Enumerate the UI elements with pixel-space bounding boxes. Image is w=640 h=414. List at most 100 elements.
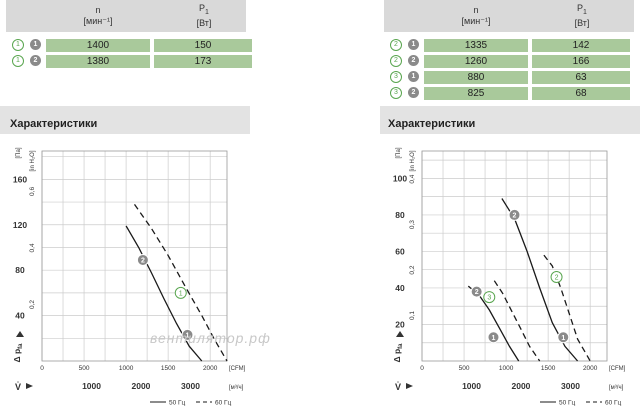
y-tick-inh2o: 0,2 bbox=[409, 265, 416, 274]
x-unit-m3h: [м³/ч] bbox=[609, 385, 624, 391]
section-bar-left bbox=[0, 106, 250, 134]
curve-marker-label: 2 bbox=[513, 212, 517, 219]
legend-label-60hz: 60 Гц bbox=[215, 400, 232, 407]
y-tick-pa: 40 bbox=[15, 311, 25, 321]
x-tick-cfm: 1000 bbox=[119, 365, 134, 372]
table-row: 2 2 1260 166 bbox=[384, 55, 634, 68]
motor-outline-marker: 1 bbox=[12, 39, 24, 51]
curve-marker-label: 2 bbox=[475, 289, 479, 296]
x-tick-m3h: 2000 bbox=[512, 381, 531, 391]
table-row: 3 1 880 63 bbox=[384, 71, 634, 84]
y-tick-inh2o: 0,4 bbox=[29, 243, 36, 252]
x-tick-m3h: 1000 bbox=[462, 381, 481, 391]
x-tick-cfm: 2000 bbox=[203, 365, 218, 372]
n-header: n [мин⁻¹] bbox=[424, 0, 528, 32]
y-tick-inh2o: 0,3 bbox=[409, 220, 416, 229]
x-unit-cfm: [CFM] bbox=[229, 366, 246, 372]
x-unit-m3h: [м³/ч] bbox=[229, 385, 244, 391]
curve-marker-label: 2 bbox=[555, 275, 559, 282]
curve-marker-label: 1 bbox=[561, 335, 565, 342]
y-tick-pa: 60 bbox=[395, 246, 405, 256]
x-tick-cfm: 1500 bbox=[541, 365, 556, 372]
p-unit: [Вт] bbox=[574, 17, 590, 28]
y-tick-pa: 80 bbox=[15, 265, 25, 275]
speed-cell: 1400 bbox=[46, 39, 150, 52]
curve-marker-outline bbox=[483, 291, 496, 304]
curve-marker-filled bbox=[508, 208, 521, 221]
y-tick-inh2o: 0,4 bbox=[409, 174, 416, 183]
y-tick-pa: 80 bbox=[395, 210, 405, 220]
y-tick-pa: 20 bbox=[395, 319, 405, 329]
table-row: 1 1 1400 150 bbox=[6, 39, 256, 52]
curve-60hz bbox=[493, 280, 541, 362]
section-title-right: Характеристики bbox=[388, 118, 476, 130]
left-table-header: n [мин⁻¹] P1 [Вт] bbox=[6, 0, 246, 32]
curve-marker-filled bbox=[470, 285, 483, 298]
n-header: n [мин⁻¹] bbox=[46, 0, 150, 32]
plot-area bbox=[421, 150, 608, 362]
motor-outline-marker: 3 bbox=[390, 71, 402, 83]
legend-label-60hz: 60 Гц bbox=[605, 400, 622, 407]
y-tick-pa: 160 bbox=[13, 174, 27, 184]
watermark: вентилятор.рф bbox=[150, 330, 271, 346]
power-cell: 150 bbox=[154, 39, 252, 52]
y-axis-arrow bbox=[16, 331, 24, 337]
table-row: 1 2 1380 173 bbox=[6, 55, 256, 68]
curve-filled-marker: 2 bbox=[408, 55, 419, 66]
p-header: P1 [Вт] bbox=[152, 0, 256, 32]
curve-60hz bbox=[543, 254, 591, 362]
x-tick-m3h: 1000 bbox=[82, 381, 101, 391]
speed-cell: 1260 bbox=[424, 55, 528, 68]
x-tick-m3h: 3000 bbox=[561, 381, 580, 391]
motor-outline-marker: 1 bbox=[12, 55, 24, 67]
speed-cell: 1380 bbox=[46, 55, 150, 68]
legend-label-50hz: 50 Гц bbox=[559, 400, 576, 407]
x-unit-cfm: [CFM] bbox=[609, 366, 626, 372]
curve-marker-label: 1 bbox=[492, 335, 496, 342]
curve-marker-label: 1 bbox=[186, 332, 190, 339]
curve-marker-filled bbox=[487, 331, 500, 344]
y-tick-pa: 100 bbox=[393, 173, 407, 183]
p-label: P1 bbox=[577, 3, 587, 16]
power-cell: 142 bbox=[532, 39, 630, 52]
power-cell: 63 bbox=[532, 71, 630, 84]
y-axis-arrow bbox=[396, 331, 404, 337]
y-axis-symbol: Δ pfa bbox=[12, 343, 24, 363]
x-tick-cfm: 0 bbox=[420, 365, 424, 372]
curve-marker-label: 3 bbox=[487, 295, 491, 302]
y-tick-inh2o: 0,1 bbox=[409, 311, 416, 320]
speed-cell: 825 bbox=[424, 87, 528, 100]
power-cell: 68 bbox=[532, 87, 630, 100]
x-axis-arrow bbox=[26, 383, 33, 389]
curve-marker-label: 1 bbox=[179, 290, 183, 297]
y-unit-inh2o: [in H₂O] bbox=[410, 150, 416, 171]
power-cell: 173 bbox=[154, 55, 252, 68]
p-unit: [Вт] bbox=[196, 17, 212, 28]
y-axis-sub: fa bbox=[18, 343, 24, 349]
y-unit-pa: [Па] bbox=[16, 147, 22, 158]
chart-right: 0 500 1000 1500 2000 [CFM] 1000 2000 3000 [м³/ч] 2… bbox=[392, 147, 626, 407]
plot-area bbox=[41, 150, 228, 362]
n-label: n bbox=[473, 5, 479, 15]
right-table-header: n [мин⁻¹] P1 [Вт] bbox=[384, 0, 634, 32]
x-axis-symbol: V̇ bbox=[395, 382, 401, 392]
x-axis-arrow bbox=[406, 383, 413, 389]
x-tick-cfm: 500 bbox=[459, 365, 470, 372]
speed-cell: 1335 bbox=[424, 39, 528, 52]
curve-marker-filled bbox=[136, 253, 149, 266]
curve-filled-marker: 1 bbox=[30, 39, 41, 50]
motor-outline-marker: 2 bbox=[390, 39, 402, 51]
curve-filled-marker: 1 bbox=[408, 39, 419, 50]
curve-marker-outline bbox=[550, 271, 563, 283]
curve-filled-marker: 2 bbox=[408, 87, 419, 98]
y-tick-pa: 40 bbox=[395, 283, 405, 293]
y-tick-pa: 120 bbox=[13, 220, 27, 230]
motor-outline-marker: 3 bbox=[390, 87, 402, 99]
curve-marker-filled bbox=[557, 331, 570, 344]
x-tick-m3h: 3000 bbox=[181, 381, 200, 391]
x-tick-cfm: 0 bbox=[40, 365, 44, 372]
x-tick-cfm: 1000 bbox=[499, 365, 514, 372]
chart-left: 0 500 1000 1500 2000 [CFM] 1000 2000 3000 [м³/ч] 4… bbox=[12, 147, 246, 407]
section-title-left: Характеристики bbox=[10, 118, 98, 130]
curve-50hz bbox=[125, 225, 203, 362]
